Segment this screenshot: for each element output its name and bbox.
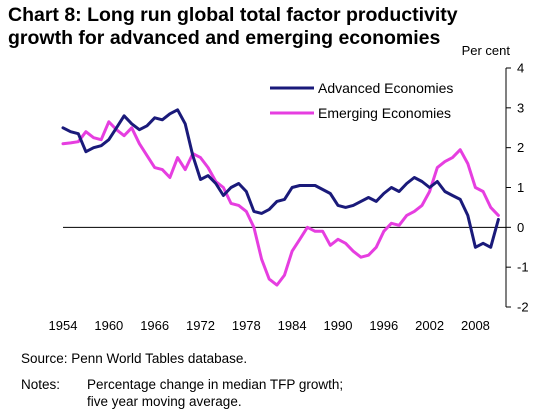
y-tick-label: -1 — [517, 260, 529, 275]
x-tick-label: 1966 — [140, 318, 169, 333]
x-tick-label: 2008 — [461, 318, 490, 333]
x-tick-label: 1972 — [186, 318, 215, 333]
legend-label-advanced: Advanced Economies — [318, 80, 453, 96]
x-tick-label: 1960 — [94, 318, 123, 333]
chart-title-line2: growth for advanced and emerging economi… — [8, 27, 441, 49]
legend-label-emerging: Emerging Economies — [318, 105, 451, 121]
chart-title: Chart 8: Long run global total factor pr… — [8, 4, 528, 50]
y-tick-label: 4 — [517, 61, 524, 76]
x-tick-label: 1978 — [232, 318, 261, 333]
series-line-advanced — [61, 108, 500, 249]
series-line-emerging — [61, 120, 500, 287]
y-tick-label: -2 — [517, 300, 529, 315]
x-tick-label: 1954 — [49, 318, 78, 333]
notes-label: Notes: — [21, 377, 61, 392]
x-tick-label: 1984 — [278, 318, 307, 333]
y-tick-label: 2 — [517, 140, 524, 155]
x-tick-label: 2002 — [415, 318, 444, 333]
y-tick-label: 3 — [517, 100, 524, 115]
y-tick-label: 1 — [517, 180, 524, 195]
y-tick-label: 0 — [517, 220, 524, 235]
x-tick-label: 1990 — [324, 318, 353, 333]
source-note: Source: Penn World Tables database. — [21, 351, 248, 366]
x-tick-label: 1996 — [369, 318, 398, 333]
notes-line1: Percentage change in median TFP growth; — [87, 377, 344, 392]
chart-title-line1: Chart 8: Long run global total factor pr… — [8, 4, 458, 26]
y-axis-unit-label: Per cent — [461, 43, 510, 58]
notes-line2: five year moving average. — [87, 394, 242, 409]
